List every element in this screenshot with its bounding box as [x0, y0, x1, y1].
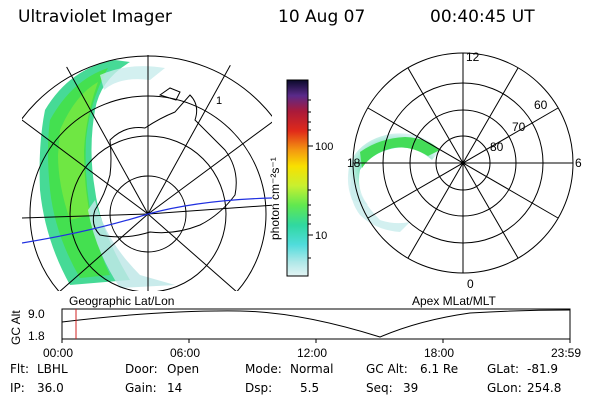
colorbar: 100 10 photon cm⁻²s⁻¹ [268, 79, 333, 277]
left-border-label: 1 [216, 95, 222, 107]
x-tick-1800: 18:00 [424, 346, 454, 360]
date-label: 10 Aug 07 [278, 7, 366, 27]
colorbar-tick-10: 10 [315, 230, 327, 242]
mode-value: Normal [290, 362, 334, 376]
geographic-map [22, 55, 272, 291]
x-tick-0000: 00:00 [43, 346, 73, 360]
flt-value: LBHL [37, 362, 68, 376]
mlt-label-12: 12 [466, 50, 480, 64]
right-panel-caption: Apex MLat/MLT [412, 294, 496, 308]
door-value: Open [167, 362, 200, 376]
glon-value: 254.8 [527, 381, 562, 395]
dsp-label: Dsp: [245, 381, 273, 395]
flt-label: Flt: [10, 362, 29, 376]
seq-value: 39 [403, 381, 419, 395]
gain-value: 14 [167, 381, 183, 395]
glon-label: GLon: [487, 381, 522, 395]
colorbar-unit-label: photon cm⁻²s⁻¹ [268, 157, 282, 240]
door-label: Door: [125, 362, 158, 376]
timeline-ylabel: GC Alt [9, 310, 23, 345]
mlt-label-0: 0 [467, 277, 474, 291]
dsp-value: 5.5 [300, 381, 320, 395]
seq-label: Seq: [366, 381, 393, 395]
lat-label-70: 70 [512, 120, 526, 134]
x-tick-1200: 12:00 [297, 346, 327, 360]
y-tick-1-8: 1.8 [28, 329, 45, 343]
lat-label-60: 60 [534, 98, 548, 112]
magnetic-polar-plot: 12 18 6 0 60 70 80 [347, 50, 582, 291]
mlt-label-18: 18 [347, 156, 361, 170]
gcalt-label: GC Alt: [366, 362, 408, 376]
gain-label: Gain: [125, 381, 157, 395]
timeline-plot: GC Alt 9.0 1.8 00:00 06:00 12:00 18:00 2… [9, 307, 581, 360]
orbit-track [22, 197, 272, 244]
lat-label-80: 80 [490, 140, 504, 154]
glat-value: -81.9 [527, 362, 559, 376]
mode-label: Mode: [245, 362, 282, 376]
app-title: Ultraviolet Imager [18, 7, 172, 27]
x-tick-0600: 06:00 [170, 346, 200, 360]
colorbar-tick-100: 100 [315, 141, 333, 153]
mlt-label-6: 6 [575, 156, 582, 170]
glat-label: GLat: [487, 362, 520, 376]
gcalt-value: 6.1 Re [420, 362, 459, 376]
ip-value: 36.0 [37, 381, 64, 395]
ip-label: IP: [10, 381, 25, 395]
left-panel-caption: Geographic Lat/Lon [69, 294, 174, 308]
gc-alt-curve [61, 309, 571, 338]
y-tick-9: 9.0 [28, 307, 45, 321]
x-tick-2359: 23:59 [551, 346, 581, 360]
time-label: 00:40:45 UT [430, 7, 535, 27]
geo-lon-grid [22, 55, 272, 291]
